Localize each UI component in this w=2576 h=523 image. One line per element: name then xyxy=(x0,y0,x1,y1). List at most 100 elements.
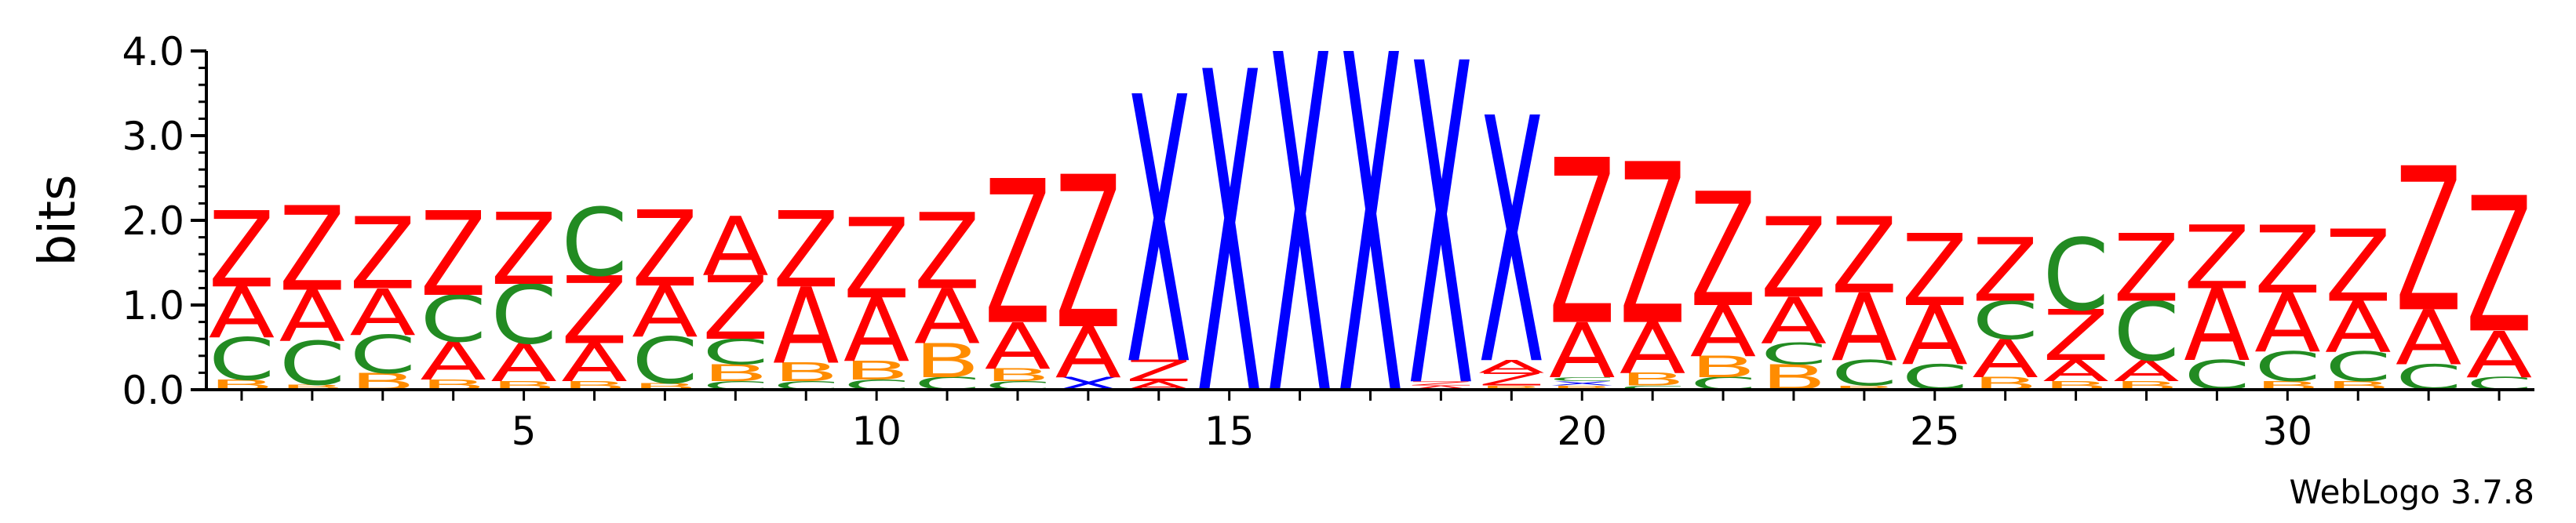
logo-letter-Z: Z xyxy=(279,183,345,318)
x-tick-label: 15 xyxy=(1204,409,1255,454)
logo-letter-C: C xyxy=(2113,285,2180,380)
logo-letter-Z: Z xyxy=(1055,132,1122,376)
logo-letter-Z: Z xyxy=(2042,296,2109,376)
logo-letter-X: X xyxy=(1126,21,1193,447)
logo-letter-B: B xyxy=(1831,384,1898,391)
logo-letter-A: A xyxy=(1478,357,1544,377)
logo-letter-C: C xyxy=(2042,218,2109,333)
logo-letter-C: C xyxy=(561,190,628,298)
logo-letter-C: C xyxy=(632,324,698,398)
logo-letter-X: X xyxy=(1408,0,1474,486)
logo-letter-A: A xyxy=(2466,318,2532,392)
logo-letter-A: A xyxy=(2042,354,2108,388)
logo-letter-Z: Z xyxy=(1478,369,1544,390)
logo-letter-Z: Z xyxy=(2466,158,2533,375)
logo-letter-Z: Z xyxy=(2184,207,2250,309)
logo-letter-Z: Z xyxy=(843,196,910,325)
logo-letter-X: X xyxy=(1549,380,1616,387)
logo-letter-X: X xyxy=(1478,48,1545,440)
logo-letter-C: C xyxy=(350,325,417,386)
x-tick-label: 10 xyxy=(851,409,902,454)
logo-letter-A: A xyxy=(561,333,628,394)
logo-letter-X: X xyxy=(1196,0,1262,495)
logo-letter-Z: Z xyxy=(2254,206,2320,314)
logo-letter-Z: Z xyxy=(561,257,627,365)
logo-letter-X: X xyxy=(1337,0,1404,499)
logo-letter-Z: Z xyxy=(490,193,557,307)
logo-letter-A: A xyxy=(2113,354,2179,388)
logo-letter-B: B xyxy=(1549,384,1616,391)
x-tick-label: 30 xyxy=(2263,409,2313,454)
logo-letter-Z: Z xyxy=(985,139,1051,369)
logo-letter-C: C xyxy=(1972,291,2039,352)
logo-letter-B: B xyxy=(843,356,909,386)
logo-letters: BCAZBCAZBCAZBACZBACZBAZCBCAZCBCZACBAZCBA… xyxy=(209,0,2533,499)
logo-letter-C: C xyxy=(209,325,275,393)
y-tick-label: 2.0 xyxy=(122,198,184,244)
logo-letter-A: A xyxy=(1690,292,1756,372)
logo-letter-Z: Z xyxy=(420,187,486,323)
logo-letter-C: C xyxy=(279,329,345,399)
logo-letter-Z: Z xyxy=(209,191,275,312)
x-tick-label: 20 xyxy=(1557,409,1607,454)
logo-letter-A: A xyxy=(632,272,698,353)
logo-letter-X: X xyxy=(1266,0,1333,499)
logo-letter-A: A xyxy=(843,280,909,382)
logo-letter-Z: Z xyxy=(702,258,769,360)
logo-letter-B: B xyxy=(279,383,346,391)
logo-letter-Z: Z xyxy=(1972,220,2039,321)
logo-letter-A: A xyxy=(2184,269,2250,383)
logo-letter-A: A xyxy=(490,333,557,394)
logo-letter-A: A xyxy=(1972,329,2039,390)
x-tick-label: 25 xyxy=(1910,409,1960,454)
logo-letter-Z: Z xyxy=(350,197,417,311)
logo-letter-A: A xyxy=(420,332,486,392)
logo-letter-C: C xyxy=(1620,384,1686,391)
logo-letter-B: B xyxy=(702,360,769,387)
logo-letter-Z: Z xyxy=(632,190,698,311)
logo-letter-C: C xyxy=(1761,338,1827,372)
logo-letter-A: A xyxy=(1620,309,1685,390)
logo-letter-A: A xyxy=(1831,274,1897,383)
logo-letter-Z: Z xyxy=(1690,161,1757,343)
logo-letter-C: C xyxy=(2325,343,2392,390)
logo-letter-A: A xyxy=(2396,295,2462,383)
logo-letter-Z: Z xyxy=(1620,118,1686,375)
logo-letter-A: A xyxy=(1902,289,1969,383)
logo-letter-A: A xyxy=(350,275,416,350)
logo-letter-Z: Z xyxy=(1831,196,1897,318)
logo-letter-A: A xyxy=(2254,276,2321,371)
logo-letter-Z: Z xyxy=(1549,113,1616,376)
logo-letter-A: A xyxy=(209,273,275,354)
logo-letter-Z: Z xyxy=(914,192,980,314)
y-tick-label: 1.0 xyxy=(122,283,184,329)
logo-letter-C: C xyxy=(1549,376,1616,383)
y-tick-label: 0.0 xyxy=(122,368,184,413)
logo-letter-Z: Z xyxy=(2396,126,2462,356)
logo-letter-Z: Z xyxy=(1902,214,1969,329)
logo-letter-C: C xyxy=(1831,354,1898,394)
logo-letter-C: C xyxy=(490,267,557,362)
logo-letter-A: A xyxy=(2325,288,2391,369)
logo-letter-A: A xyxy=(1549,307,1616,395)
logo-letter-B: B xyxy=(1478,384,1545,391)
x-tick-label: 5 xyxy=(512,409,537,454)
logo-letter-A: A xyxy=(1055,313,1121,394)
logo-letter-B: B xyxy=(773,358,839,387)
logo-letter-A: A xyxy=(1408,384,1474,391)
logo-letter-Z: Z xyxy=(1408,380,1474,387)
logo-letter-Z: Z xyxy=(2325,209,2392,324)
logo-letter-A: A xyxy=(702,200,768,295)
logo-letter-A: A xyxy=(279,277,345,358)
y-axis-label: bits xyxy=(29,175,87,267)
y-tick-label: 4.0 xyxy=(122,29,184,74)
y-axis: 0.0 1.0 2.0 3.0 4.0 xyxy=(122,29,208,413)
logo-letter-B: B xyxy=(1620,369,1686,390)
logo-letter-Z: Z xyxy=(773,191,839,312)
logo-letter-A: A xyxy=(773,267,839,388)
x-axis: 5 10 15 20 25 30 xyxy=(206,388,2534,454)
logo-letter-A: A xyxy=(914,274,981,361)
logo-letter-B: B xyxy=(985,365,1051,386)
logo-letter-Z: Z xyxy=(1126,354,1192,388)
